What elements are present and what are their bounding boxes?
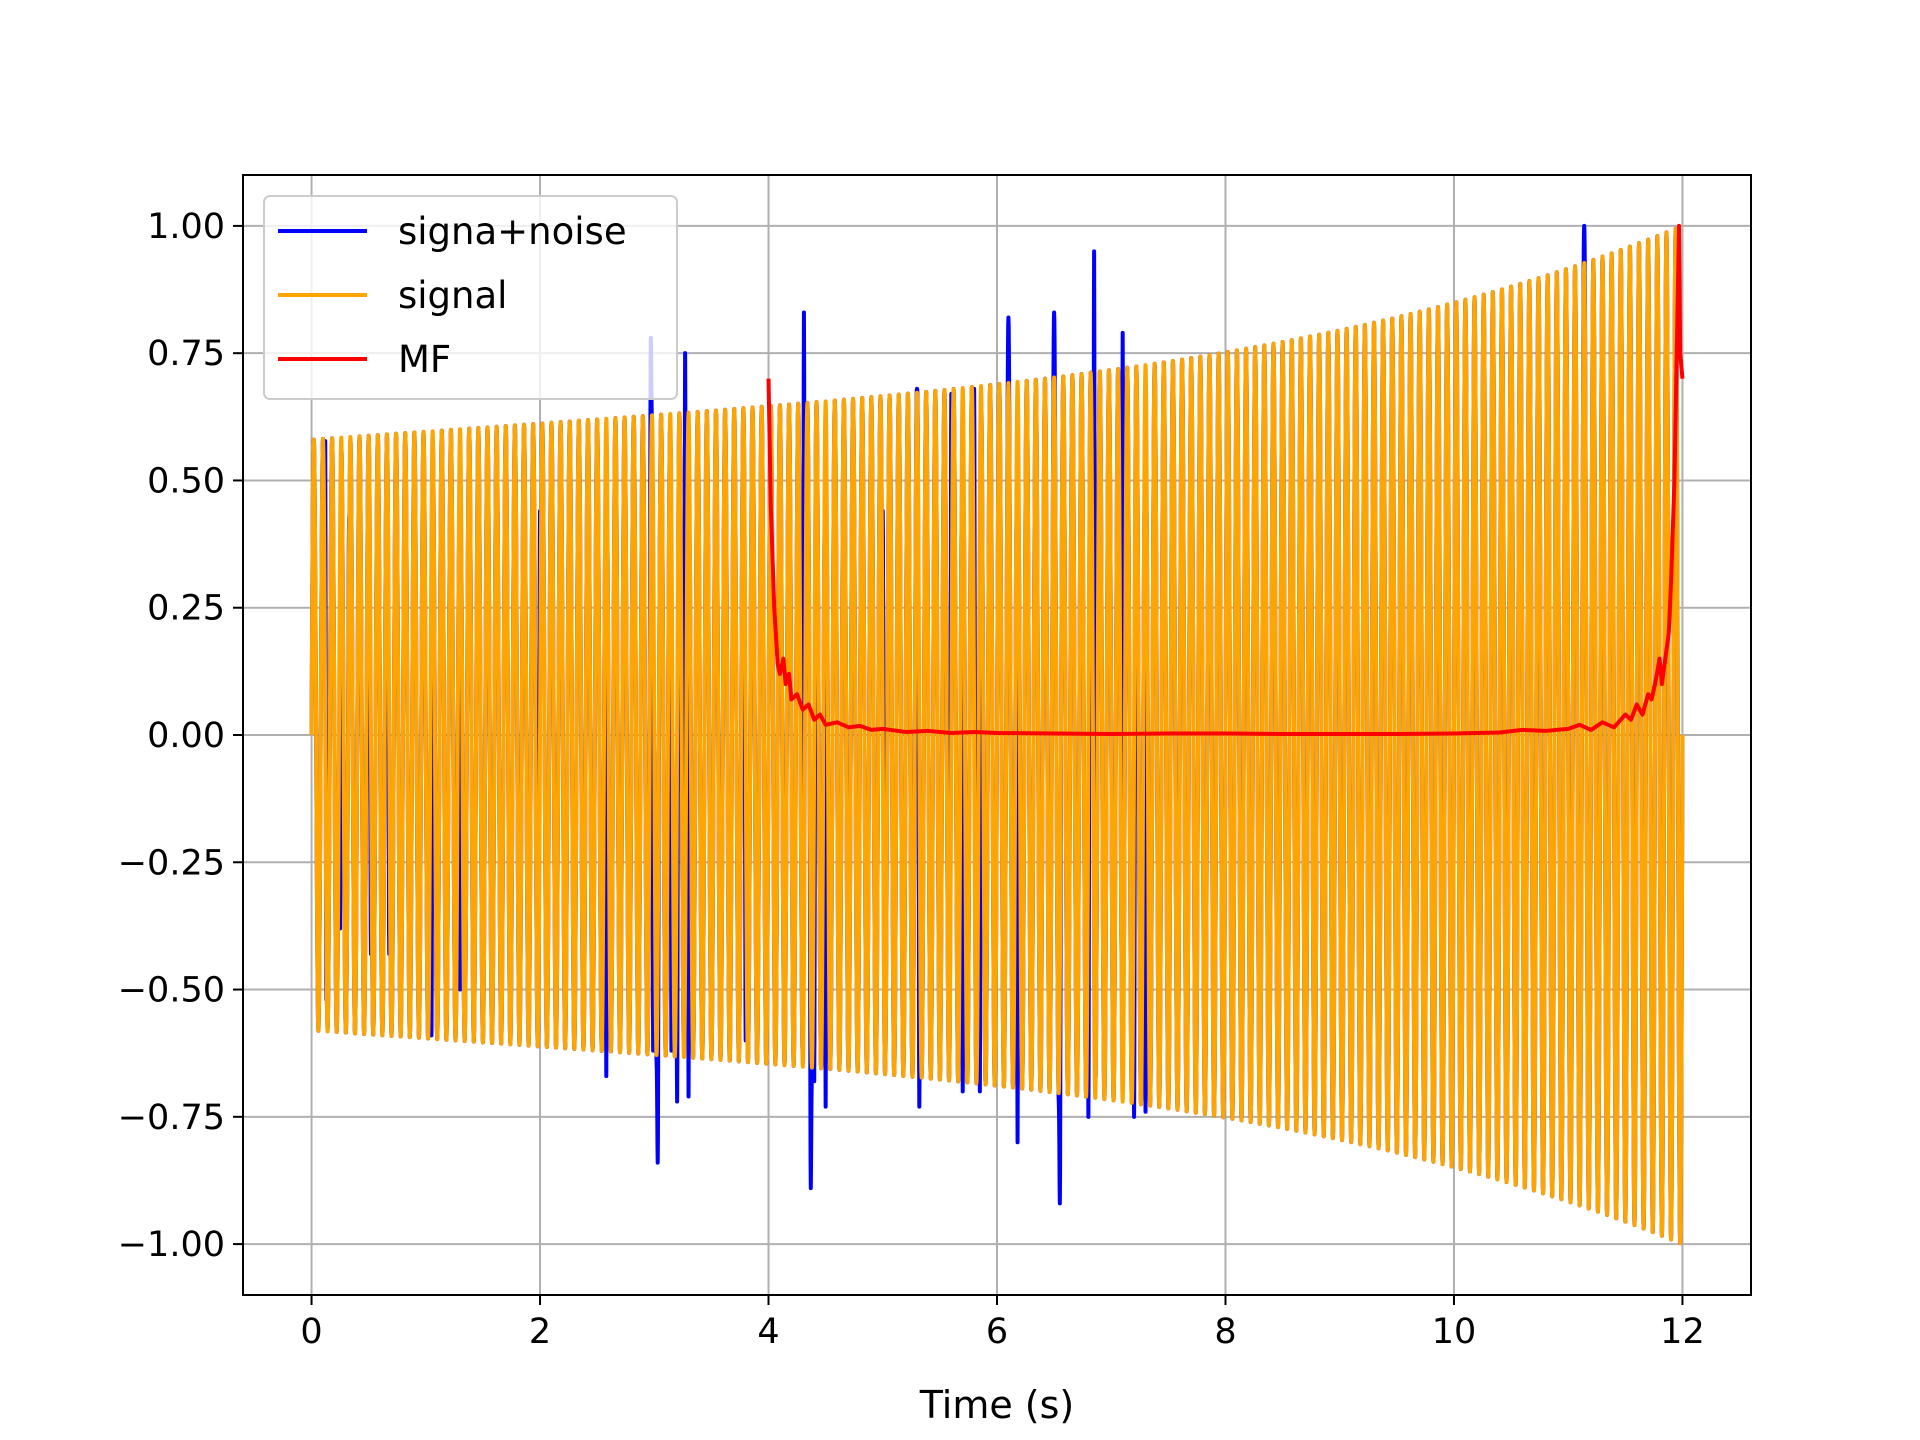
series-mf-line	[766, 223, 1685, 736]
y-tick-label: −0.25	[118, 843, 225, 883]
x-tick-label: 2	[529, 1312, 551, 1352]
y-tick-label: 0.00	[147, 716, 225, 756]
legend-box	[263, 195, 678, 400]
y-axis: 1.00 0.75 0.50 0.25 0.00 −0.25 −0.50 −0.75 −1.00	[118, 207, 243, 1265]
x-axis: 0 2 4 6 8 10 12	[300, 1295, 1705, 1352]
y-tick-label: −0.50	[118, 971, 225, 1011]
legend: signa+noise signal MF	[263, 195, 678, 400]
y-tick-label: 0.50	[147, 461, 225, 501]
y-tick-label: 1.00	[147, 207, 225, 247]
y-tick-label: −1.00	[118, 1225, 225, 1265]
y-tick-label: −0.75	[118, 1098, 225, 1138]
legend-label-mf: MF	[398, 338, 451, 381]
y-tick-label: 0.25	[147, 589, 225, 629]
x-axis-label: Time (s)	[919, 1383, 1075, 1427]
x-tick-label: 8	[1214, 1312, 1236, 1352]
x-tick-label: 10	[1432, 1312, 1477, 1352]
legend-label-signal: signal	[398, 274, 507, 317]
y-tick-label: 0.75	[147, 334, 225, 374]
x-tick-label: 12	[1660, 1312, 1705, 1352]
x-tick-label: 0	[300, 1312, 322, 1352]
x-tick-label: 4	[757, 1312, 779, 1352]
series-layer	[309, 223, 1685, 1246]
x-tick-label: 6	[986, 1312, 1008, 1352]
legend-label-signa-noise: signa+noise	[398, 210, 627, 253]
